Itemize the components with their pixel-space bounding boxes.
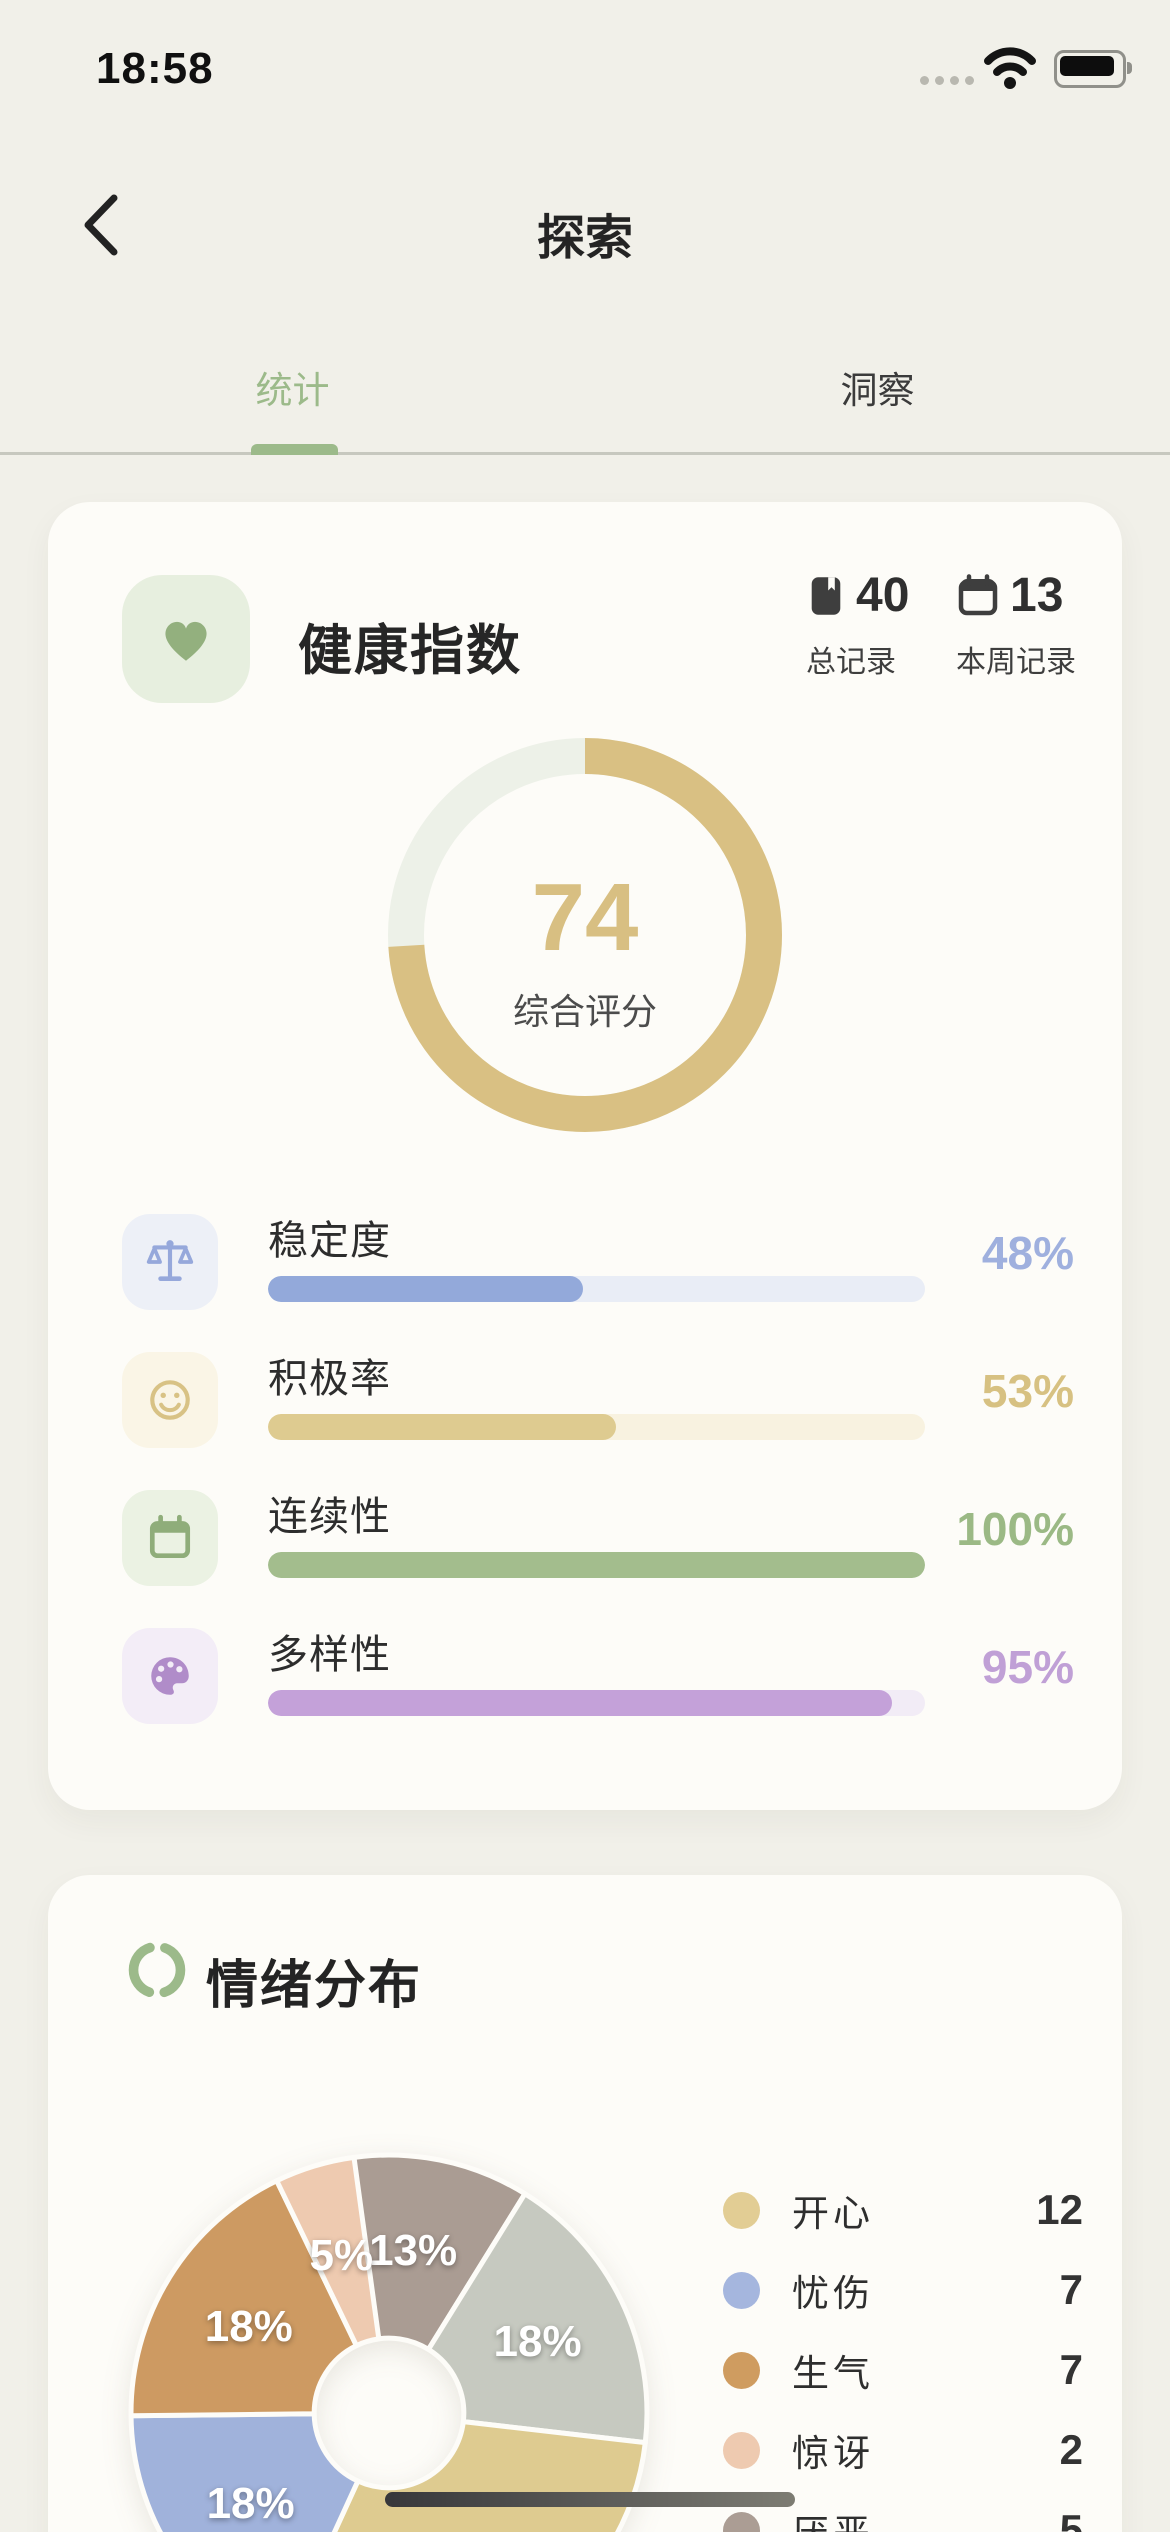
stat-value: 13 bbox=[1010, 569, 1064, 622]
legend-label: 忧伤 bbox=[792, 2273, 874, 2314]
wifi-icon bbox=[982, 46, 1038, 95]
gauge-caption: 综合评分 bbox=[512, 991, 657, 1032]
legend-count: 12 bbox=[1036, 2186, 1083, 2233]
stat-total-records: 40 总记录 bbox=[806, 568, 930, 681]
palette-icon bbox=[151, 1657, 189, 1695]
chevron-left-icon bbox=[84, 194, 118, 256]
progress-fill bbox=[268, 1552, 925, 1578]
metric-label: 稳定度 bbox=[268, 1219, 391, 1263]
legend-label: 生气 bbox=[792, 2353, 874, 2394]
tab-statistics[interactable]: 统计 bbox=[255, 370, 330, 411]
legend-item: 生气 7 bbox=[723, 2346, 1083, 2394]
stat-value: 40 bbox=[856, 569, 910, 622]
stat-label: 总记录 bbox=[806, 646, 896, 679]
legend-count: 7 bbox=[1059, 2346, 1083, 2393]
calendar-icon bbox=[149, 1514, 191, 1559]
metric-label: 积极率 bbox=[268, 1357, 391, 1401]
pie-slice bbox=[274, 2154, 382, 2349]
legend-item: 厌恶 5 bbox=[723, 2503, 1083, 2532]
progress-track bbox=[268, 1552, 925, 1578]
pie-slice bbox=[128, 2411, 361, 2532]
legend-dot bbox=[723, 2271, 760, 2309]
journal-icon bbox=[811, 576, 841, 615]
legend-item: 惊讶 2 bbox=[723, 2426, 1083, 2474]
legend-dot bbox=[723, 2511, 760, 2532]
legend-item: 开心 12 bbox=[723, 2186, 1083, 2234]
legend-item: 忧伤 7 bbox=[723, 2266, 1083, 2314]
cellular-signal-icon bbox=[920, 76, 974, 85]
legend-count: 2 bbox=[1059, 2426, 1083, 2473]
score-gauge: 74 综合评分 bbox=[385, 735, 785, 1135]
stat-label: 本周记录 bbox=[956, 646, 1076, 679]
legend-count: 5 bbox=[1059, 2506, 1083, 2532]
tab-bar: 统计 洞察 bbox=[0, 340, 1170, 455]
metric-percent: 95% bbox=[981, 1641, 1074, 1693]
progress-track bbox=[268, 1690, 925, 1716]
status-time: 18:58 bbox=[96, 44, 214, 93]
progress-track bbox=[268, 1276, 925, 1302]
legend-dot bbox=[723, 2191, 760, 2229]
gauge-score: 74 bbox=[531, 864, 639, 971]
tab-insight[interactable]: 洞察 bbox=[840, 370, 915, 411]
card-title: 健康指数 bbox=[298, 621, 522, 681]
heart-icon bbox=[165, 621, 207, 661]
tab-divider bbox=[0, 452, 1170, 455]
metric-label: 多样性 bbox=[268, 1633, 391, 1677]
emotion-pie-chart: 13%18%30%18%18%5% bbox=[119, 2143, 659, 2532]
legend-label: 惊讶 bbox=[792, 2433, 874, 2474]
pie-slice-label: 13% bbox=[369, 2226, 457, 2275]
heart-icon-box bbox=[122, 575, 250, 703]
pie-slice-label: 18% bbox=[205, 2302, 293, 2351]
donut-chart-icon bbox=[125, 1938, 189, 2002]
active-tab-indicator bbox=[251, 444, 338, 455]
card-title: 情绪分布 bbox=[206, 1957, 423, 2015]
pie-slice bbox=[128, 2178, 359, 2419]
back-button[interactable] bbox=[70, 190, 140, 260]
home-indicator[interactable] bbox=[385, 2492, 795, 2507]
progress-fill bbox=[268, 1276, 584, 1302]
gauge-ring bbox=[388, 738, 782, 1132]
stat-week-records: 13 本周记录 bbox=[956, 568, 1106, 681]
pie-slice-label: 5% bbox=[310, 2231, 374, 2280]
pie-slice bbox=[425, 2191, 650, 2446]
calendar-icon bbox=[958, 573, 998, 615]
pie-slice-label: 18% bbox=[207, 2479, 295, 2528]
legend-dot bbox=[723, 2351, 760, 2389]
palette-icon-box bbox=[122, 1628, 218, 1724]
metric-row-stability: 稳定度 48% bbox=[122, 1212, 1074, 1338]
progress-track bbox=[268, 1414, 925, 1440]
progress-fill bbox=[268, 1690, 893, 1716]
smiley-icon bbox=[150, 1380, 190, 1420]
progress-fill bbox=[268, 1414, 617, 1440]
calendar-icon-box bbox=[122, 1490, 218, 1586]
smiley-icon-box bbox=[122, 1352, 218, 1448]
metric-label: 连续性 bbox=[268, 1495, 391, 1539]
metric-row-diversity: 多样性 95% bbox=[122, 1626, 1074, 1752]
metric-percent: 48% bbox=[981, 1227, 1074, 1279]
pie-slice-label: 18% bbox=[494, 2317, 582, 2366]
legend-label: 开心 bbox=[792, 2193, 874, 2234]
emotion-distribution-card: 情绪分布 13%18%30%18%18%5% 开心 12 忧伤 7 生气 7 惊… bbox=[48, 1875, 1122, 2532]
legend-dot bbox=[723, 2431, 760, 2469]
metric-row-positivity: 积极率 53% bbox=[122, 1350, 1074, 1476]
battery-icon bbox=[1054, 50, 1132, 88]
metric-row-continuity: 连续性 100% bbox=[122, 1488, 1074, 1614]
health-index-card: 健康指数 40 总记录 13 本周记录 bbox=[48, 502, 1122, 1810]
metric-percent: 53% bbox=[981, 1365, 1074, 1417]
page-title: 探索 bbox=[536, 212, 633, 265]
scale-icon bbox=[146, 1240, 194, 1282]
scale-icon-box bbox=[122, 1214, 218, 1310]
metric-percent: 100% bbox=[956, 1503, 1074, 1555]
legend-count: 7 bbox=[1059, 2266, 1083, 2313]
legend-label: 厌恶 bbox=[792, 2503, 874, 2532]
